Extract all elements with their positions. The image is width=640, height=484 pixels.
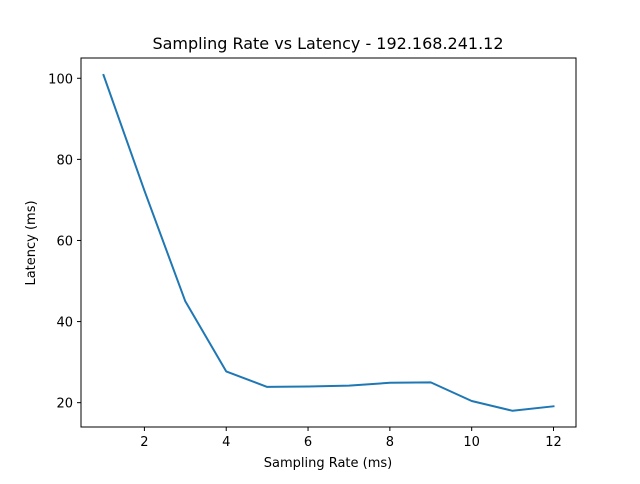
x-tick-label: 8	[386, 435, 394, 450]
x-tick-label: 4	[222, 435, 230, 450]
axis-ticks: 2 4 6 8 10 12 20 40 60 80 100	[48, 72, 562, 450]
y-tick-label: 40	[56, 316, 73, 331]
y-tick-label: 80	[56, 153, 73, 168]
series-lines	[102, 73, 555, 412]
y-axis-label: Latency (ms)	[24, 200, 39, 285]
y-tick-label: 60	[56, 234, 73, 249]
series-line	[102, 73, 555, 412]
plot-area-frame	[80, 57, 577, 428]
y-tick-label: 20	[56, 397, 73, 412]
chart-title: Sampling Rate vs Latency - 192.168.241.1…	[152, 34, 503, 53]
x-tick-label: 10	[463, 435, 480, 450]
x-tick-label: 6	[304, 435, 312, 450]
x-tick-label: 12	[545, 435, 562, 450]
y-tick-label: 100	[48, 72, 73, 87]
x-tick-label: 2	[140, 435, 148, 450]
x-axis-label: Sampling Rate (ms)	[264, 456, 393, 471]
